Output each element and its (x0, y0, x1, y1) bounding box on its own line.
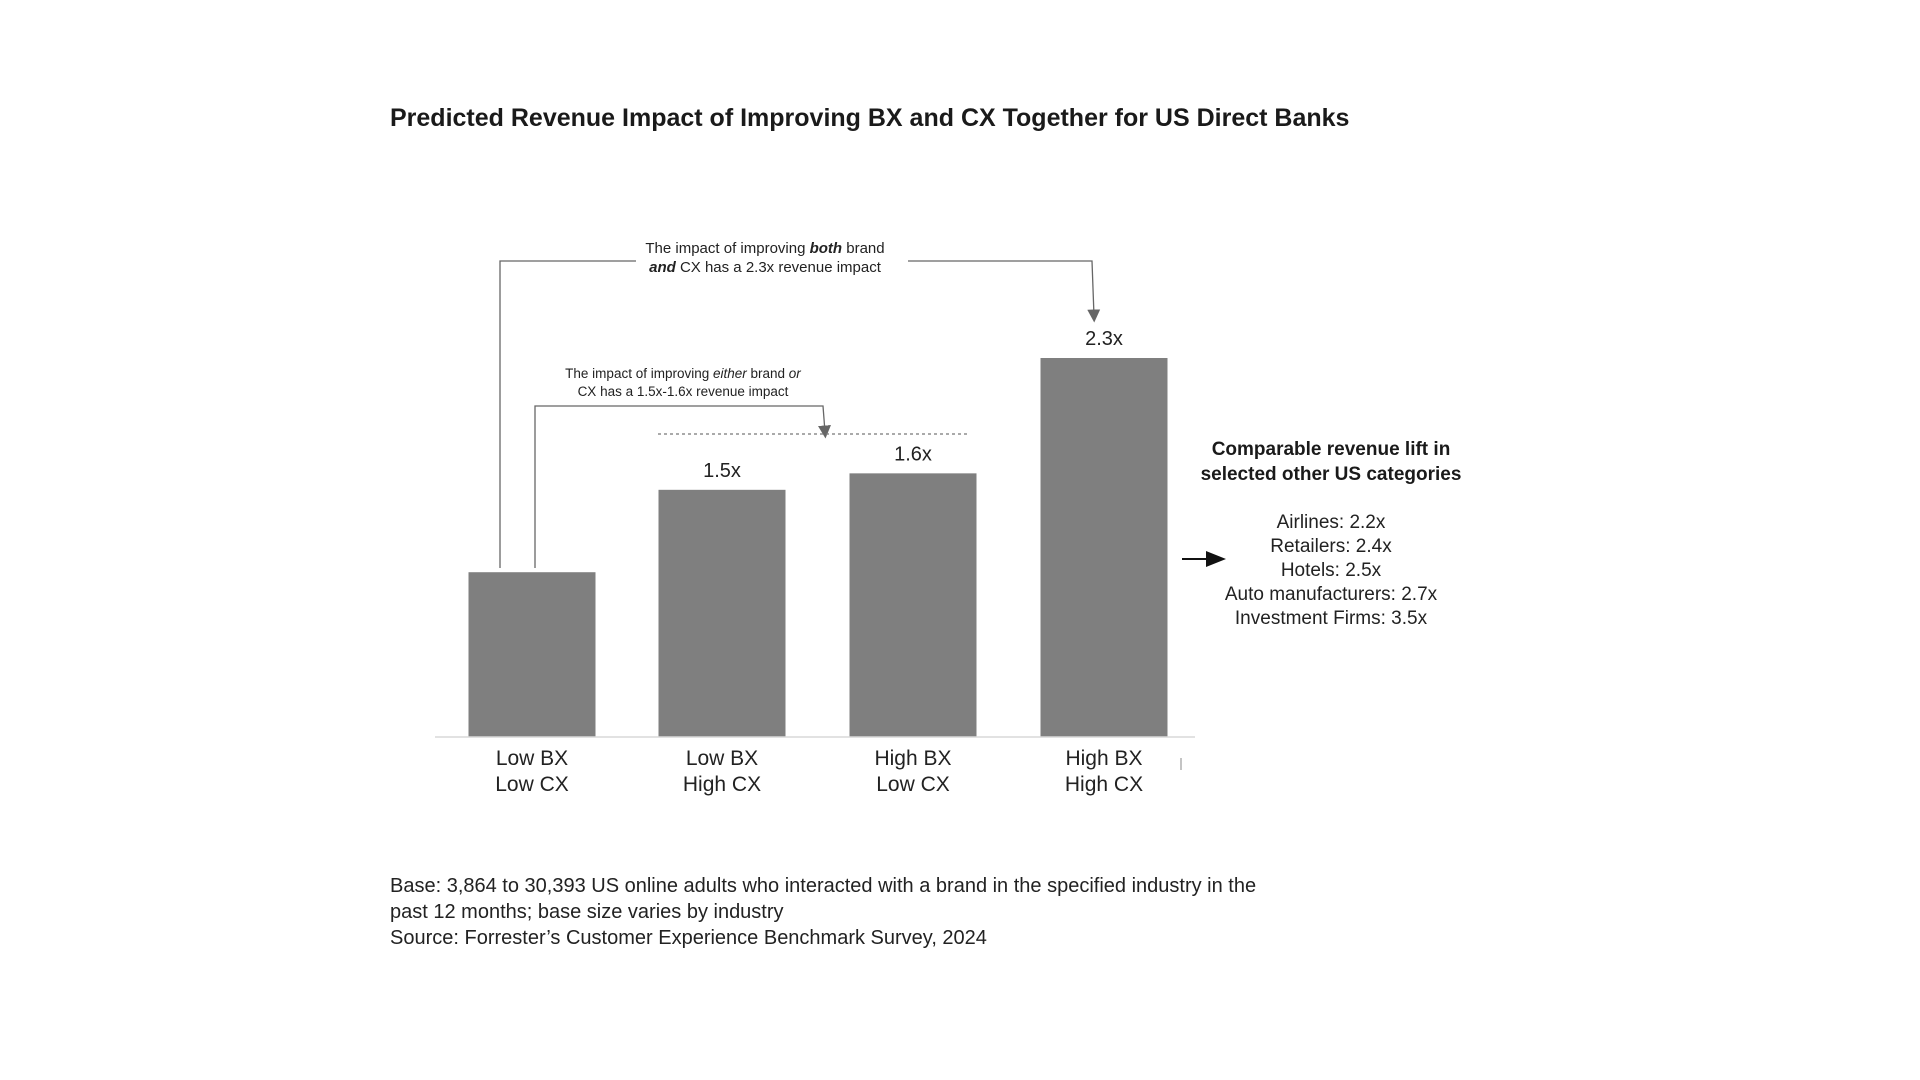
value-labels-layer: 1.5x 1.6x 2.3x (703, 328, 1123, 482)
side-panel-item-4: Investment Firms: 3.5x (1235, 608, 1428, 629)
category-label-3-line2: High CX (1065, 773, 1143, 796)
bars-layer (468, 358, 1168, 737)
footer-line-2: Source: Forrester’s Customer Experience … (390, 927, 987, 949)
side-panel-item-1: Retailers: 2.4x (1270, 536, 1392, 557)
category-label-0-line2: Low CX (495, 773, 569, 796)
either-annotation-line2: CX has a 1.5x-1.6x revenue impact (578, 384, 789, 399)
category-label-2-line2: Low CX (876, 773, 950, 796)
bar-2 (849, 473, 977, 737)
footer-line-0: Base: 3,864 to 30,393 US online adults w… (390, 875, 1256, 897)
both-connector-left (499, 260, 636, 568)
both-annotation-line1: The impact of improving both brand (645, 240, 884, 257)
side-panel-heading-line1: Comparable revenue lift in (1212, 439, 1451, 460)
both-connector-right (908, 260, 1101, 323)
side-panel-heading-line2: selected other US categories (1201, 464, 1462, 485)
chart-title: Predicted Revenue Impact of Improving BX… (390, 104, 1349, 132)
category-label-1-line1: Low BX (686, 747, 758, 770)
side-panel-item-2: Hotels: 2.5x (1281, 560, 1382, 581)
value-label-2: 1.6x (894, 443, 932, 465)
category-label-2-line1: High BX (874, 747, 951, 770)
bar-3 (1040, 358, 1168, 737)
category-label-3-line1: High BX (1065, 747, 1142, 770)
bar-1 (658, 489, 786, 737)
both-annotation-line2: and CX has a 2.3x revenue impact (649, 259, 882, 276)
category-label-1-line2: High CX (683, 773, 761, 796)
side-panel-list: Airlines: 2.2x Retailers: 2.4x Hotels: 2.5… (1225, 512, 1438, 629)
side-panel-item-3: Auto manufacturers: 2.7x (1225, 584, 1438, 605)
value-label-1: 1.5x (703, 460, 741, 482)
side-panel: Comparable revenue lift in selected othe… (1201, 439, 1462, 629)
side-panel-item-0: Airlines: 2.2x (1277, 512, 1386, 533)
either-connector (534, 405, 831, 568)
footer-line-1: past 12 months; base size varies by indu… (390, 901, 784, 923)
footer-notes: Base: 3,864 to 30,393 US online adults w… (390, 875, 1256, 949)
category-labels-layer: Low BX Low CX Low BX High CX High BX Low CX Hi… (495, 747, 1143, 796)
bar-0 (468, 572, 596, 737)
category-label-0-line1: Low BX (496, 747, 568, 770)
either-annotation-line1: The impact of improving either brand or (565, 366, 801, 381)
value-label-3: 2.3x (1085, 328, 1123, 350)
